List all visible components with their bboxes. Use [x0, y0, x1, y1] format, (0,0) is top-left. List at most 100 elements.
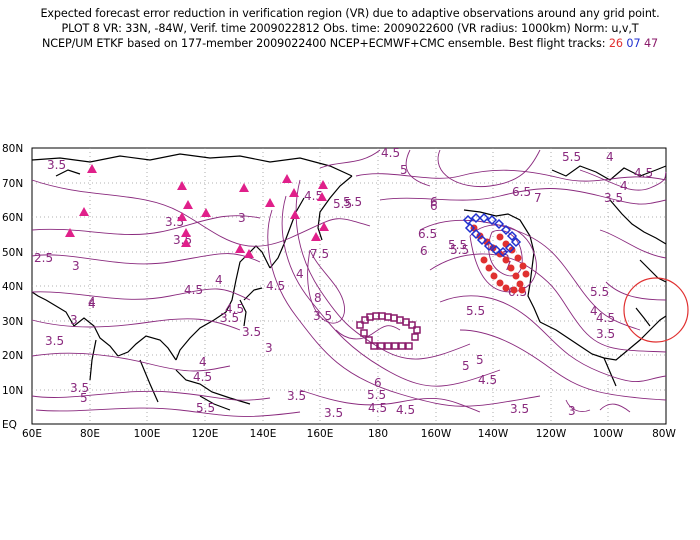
contour-label: 7: [534, 191, 542, 205]
grid-lines: [32, 148, 666, 424]
contour-label: 3.5: [596, 327, 615, 341]
contour-label: 8: [314, 291, 322, 305]
contour-label: 3.5: [242, 325, 261, 339]
x-tick-label: 60E: [22, 428, 42, 440]
contour-label: 7: [504, 259, 512, 273]
contour-label: 3: [70, 313, 78, 327]
contour-lines: [31, 149, 667, 417]
contour-label: 5: [462, 359, 470, 373]
contour-label: 4: [199, 355, 207, 369]
y-tick-label: 40N: [2, 281, 23, 293]
contour-label: 5.5: [343, 195, 362, 209]
contour-label: 5.5: [367, 388, 386, 402]
triangle-marker: [87, 164, 97, 173]
triangle-marker: [181, 238, 191, 247]
contour-label: 5.5: [196, 401, 215, 415]
contour-label: 4.5: [368, 401, 387, 415]
contour-label: 4.5: [396, 403, 415, 417]
contour-label: 4.5: [596, 311, 615, 325]
contour-label: 4.5: [184, 283, 203, 297]
contour-label: 6: [420, 244, 428, 258]
contour-label: 4.5: [634, 166, 653, 180]
contour-label: 6.5: [418, 227, 437, 241]
triangle-marker: [177, 181, 187, 190]
title-line-1: Expected forecast error reduction in ver…: [40, 7, 660, 20]
triangle-marker: [289, 188, 299, 197]
contour-label: 3.5: [510, 402, 529, 416]
contour-label: 5: [476, 353, 484, 367]
track-26-label: 26: [608, 37, 623, 50]
flight-track-47: [356, 312, 421, 350]
contour-label: 5: [80, 391, 88, 405]
triangle-marker: [282, 174, 292, 183]
title-block: Expected forecast error reduction in ver…: [0, 6, 700, 51]
contour-label: 4: [620, 179, 628, 193]
contour-label: 4.5: [478, 373, 497, 387]
x-tick-label: 160E: [307, 428, 334, 440]
contour-label: 4: [88, 297, 96, 311]
contour-label: 3: [265, 341, 273, 355]
contour-label: 3: [568, 404, 576, 418]
contour-label: 4: [590, 304, 598, 318]
contour-label: 5: [502, 249, 510, 263]
triangle-marker: [239, 183, 249, 192]
title-line-2: PLOT 8 VR: 33N, -84W, Verif. time 200902…: [61, 22, 639, 35]
track-47-label: 47: [643, 37, 658, 50]
triangle-marker: [318, 180, 328, 189]
contour-label: 4.5: [381, 146, 400, 160]
contour-label: 4: [215, 273, 223, 287]
contour-label: 3.5: [220, 311, 239, 325]
contour-label: 4: [606, 150, 614, 164]
contour-label: 3.5: [287, 389, 306, 403]
y-tick-label: 30N: [2, 316, 23, 328]
triangle-marker: [181, 228, 191, 237]
x-tick-label: 80E: [80, 428, 100, 440]
flight-track-07: [462, 212, 522, 258]
title-line-3: NCEP/UM ETKF based on 177-member 2009022…: [0, 36, 700, 51]
x-tick-label: 180: [368, 428, 388, 440]
triangle-marker: [79, 207, 89, 216]
contour-label: 6: [430, 199, 438, 213]
contour-label: 3.5: [313, 309, 332, 323]
contour-label: 3.5: [47, 158, 66, 172]
triangle-marker: [235, 244, 245, 253]
contour-label: 2.5: [34, 251, 53, 265]
y-axis: 80N 70N 60N 50N 40N 30N 20N 10N EQ: [2, 143, 23, 431]
contour-label: 3.5: [45, 334, 64, 348]
triangle-marker: [201, 208, 211, 217]
contour-label: 5.5: [333, 197, 352, 211]
contour-label: 5.5: [450, 243, 469, 257]
contour-label: 3.5: [604, 191, 623, 205]
triangle-marker: [183, 200, 193, 209]
triangle-marker: [244, 249, 254, 258]
triangle-marker: [265, 198, 275, 207]
contour-label: 4.5: [266, 279, 285, 293]
x-tick-label: 120W: [536, 428, 567, 440]
verification-region-circle: [623, 277, 689, 343]
contour-label: 3.5: [324, 406, 343, 420]
y-tick-label: 50N: [2, 247, 23, 259]
contour-label: 6: [430, 195, 438, 209]
contour-label: 4: [88, 295, 96, 309]
x-tick-label: 140E: [250, 428, 277, 440]
contour-label: 7.5: [310, 247, 329, 261]
triangle-marker: [290, 210, 300, 219]
contour-label-group: 3.5 4.5 5.5 4 4.5 6 5.5 6.5 7 4.5 5 3.5 …: [34, 146, 653, 420]
triangle-marker: [177, 212, 187, 221]
x-axis: 60E 80E 100E 120E 140E 160E 180 160W 140…: [22, 428, 676, 440]
y-tick-label: 80N: [2, 143, 23, 155]
contour-label: 5.5: [466, 304, 485, 318]
contour-label: 5.5: [448, 238, 467, 252]
contour-label: 5.5: [562, 150, 581, 164]
x-tick-label: 100E: [134, 428, 161, 440]
x-tick-label: 120E: [192, 428, 219, 440]
track-07-label: 07: [626, 37, 641, 50]
contour-label: 3: [238, 211, 246, 225]
y-tick-label: 70N: [2, 178, 23, 190]
y-tick-label: 20N: [2, 350, 23, 362]
triangle-marker: [317, 192, 327, 201]
contour-label: 5: [400, 163, 408, 177]
x-tick-label: 160W: [421, 428, 452, 440]
triangle-marker: [311, 232, 321, 241]
